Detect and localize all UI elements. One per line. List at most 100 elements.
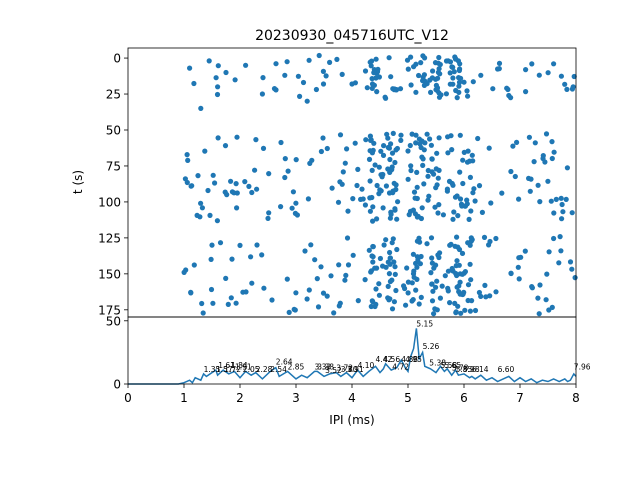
raster-point <box>495 66 501 72</box>
raster-point <box>394 246 400 253</box>
raster-point <box>234 205 240 211</box>
peak-label: 5.78 <box>452 364 469 373</box>
raster-point <box>535 182 541 188</box>
raster-point <box>420 78 426 84</box>
raster-point <box>452 243 458 249</box>
raster-point <box>392 264 398 270</box>
raster-point <box>195 173 201 179</box>
raster-point <box>451 209 457 215</box>
raster-point <box>371 82 377 88</box>
raster-point <box>414 184 420 190</box>
raster-point <box>429 156 435 162</box>
raster-point <box>408 54 414 60</box>
raster-point <box>369 76 375 82</box>
raster-point <box>246 183 252 189</box>
raster-point <box>569 266 575 272</box>
raster-point <box>382 94 388 100</box>
raster-point <box>209 242 215 248</box>
raster-point <box>448 133 454 139</box>
raster-point <box>418 294 424 300</box>
raster-point <box>454 95 460 101</box>
peak-label: 3.91 <box>347 365 364 374</box>
raster-point <box>266 210 272 216</box>
histogram-x-axis-label: IPI (ms) <box>329 413 374 427</box>
raster-point <box>228 295 234 301</box>
raster-point <box>383 183 389 189</box>
raster-point <box>409 131 415 137</box>
raster-point <box>380 152 387 158</box>
raster-point <box>366 156 373 162</box>
raster-point <box>447 242 453 248</box>
raster-point <box>436 167 442 173</box>
raster-point <box>344 235 351 241</box>
raster-point <box>434 278 440 284</box>
raster-point <box>449 147 455 153</box>
raster-point <box>302 248 308 254</box>
raster-point <box>233 181 239 187</box>
raster-point <box>493 289 499 295</box>
raster-point <box>390 236 396 242</box>
raster-point <box>362 202 368 208</box>
raster-point <box>337 300 343 306</box>
raster-point <box>523 89 529 95</box>
peak-label: 2.28 <box>256 365 273 374</box>
raster-point <box>343 272 349 278</box>
raster-point <box>418 60 424 66</box>
raster-point <box>508 95 514 101</box>
raster-point <box>476 289 482 296</box>
raster-point <box>559 201 565 208</box>
peak-label: 2.05 <box>243 365 260 374</box>
raster-point <box>318 264 324 270</box>
raster-point <box>549 155 555 162</box>
raster-point <box>208 256 214 262</box>
peak-label: 5.26 <box>423 342 440 351</box>
raster-point <box>420 162 426 168</box>
raster-point <box>529 285 536 291</box>
raster-point <box>465 282 472 288</box>
raster-point <box>467 308 473 314</box>
raster-point <box>350 252 356 258</box>
raster-point <box>414 214 420 220</box>
raster-point <box>355 166 361 172</box>
histogram-y-tick-label: 0 <box>113 378 121 392</box>
raster-point <box>409 280 415 286</box>
raster-point <box>388 141 394 147</box>
raster-point <box>376 281 382 287</box>
raster-point <box>188 289 194 295</box>
raster-point <box>215 84 221 90</box>
raster-point <box>229 256 235 262</box>
raster-point <box>335 199 342 205</box>
raster-point <box>284 276 290 282</box>
raster-point <box>202 148 208 154</box>
raster-point <box>479 209 485 215</box>
raster-y-tick-label: 50 <box>106 123 121 137</box>
raster-point <box>535 295 541 301</box>
raster-point <box>424 81 430 87</box>
raster-point <box>508 168 514 175</box>
raster-point <box>428 270 434 276</box>
raster-point <box>514 139 520 145</box>
raster-point <box>549 304 555 310</box>
raster-point <box>290 189 296 195</box>
raster-point <box>309 157 315 163</box>
peak-label: 1.72 <box>224 365 241 374</box>
raster-point <box>214 91 221 98</box>
histogram-plot: 1.351.571.611.721.841.912.052.282.542.64… <box>106 314 591 405</box>
raster-point <box>381 143 387 149</box>
raster-point <box>243 289 249 295</box>
raster-point <box>248 254 254 260</box>
raster-point <box>549 139 555 145</box>
raster-point <box>436 94 443 100</box>
peak-label: 6.14 <box>472 365 489 374</box>
peak-label: 2.54 <box>270 365 287 374</box>
raster-point <box>315 304 322 310</box>
peak-label: 2.64 <box>276 357 293 366</box>
raster-point <box>387 255 393 261</box>
raster-point <box>297 93 303 99</box>
raster-point <box>249 280 255 286</box>
raster-point <box>367 208 373 214</box>
raster-point <box>451 69 457 75</box>
raster-point <box>416 72 422 79</box>
raster-point <box>518 254 524 260</box>
raster-point <box>425 173 431 179</box>
